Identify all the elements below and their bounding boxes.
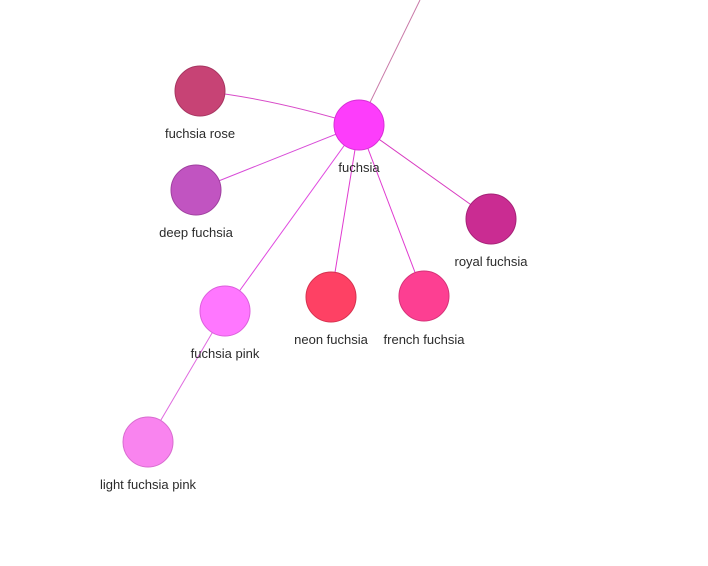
node-fuchsia-rose[interactable]: fuchsia rose	[165, 65, 235, 141]
nodes-layer: fuchsia fuchsia rose deep fuchsia royal fuc…	[100, 65, 529, 492]
edge-fuchsia-to-french-fuchsia	[358, 124, 425, 297]
node-circle-royal-fuchsia[interactable]	[465, 193, 517, 245]
edge-fuchsia-to-neon-fuchsia	[330, 124, 360, 298]
node-label-royal-fuchsia: royal fuchsia	[455, 254, 529, 269]
node-circle-deep-fuchsia[interactable]	[170, 164, 222, 216]
node-label-fuchsia: fuchsia	[338, 160, 380, 175]
node-circle-fuchsia[interactable]	[333, 99, 385, 151]
node-label-fuchsia-pink: fuchsia pink	[191, 346, 260, 361]
node-circle-fuchsia-pink[interactable]	[199, 285, 251, 337]
node-circle-light-fuchsia-pink[interactable]	[122, 416, 174, 468]
node-fuchsia-pink[interactable]: fuchsia pink	[191, 285, 260, 361]
node-fuchsia[interactable]: fuchsia	[333, 99, 385, 175]
node-circle-french-fuchsia[interactable]	[398, 270, 450, 322]
node-royal-fuchsia[interactable]: royal fuchsia	[455, 193, 529, 269]
edge-fuchsia-to-deep-fuchsia	[195, 124, 360, 191]
node-light-fuchsia-pink[interactable]: light fuchsia pink	[100, 416, 197, 492]
node-label-light-fuchsia-pink: light fuchsia pink	[100, 477, 197, 492]
node-circle-fuchsia-rose[interactable]	[174, 65, 226, 117]
edge-fuchsia-to-fuchsia-pink	[224, 124, 360, 312]
node-label-deep-fuchsia: deep fuchsia	[159, 225, 233, 240]
node-deep-fuchsia[interactable]: deep fuchsia	[159, 164, 234, 240]
node-label-neon-fuchsia: neon fuchsia	[294, 332, 368, 347]
node-circle-neon-fuchsia[interactable]	[305, 271, 357, 323]
node-label-fuchsia-rose: fuchsia rose	[165, 126, 235, 141]
edge-fuchsia-to-royal-fuchsia	[358, 124, 492, 220]
node-french-fuchsia[interactable]: french fuchsia	[384, 270, 466, 347]
node-neon-fuchsia[interactable]: neon fuchsia	[294, 271, 369, 347]
node-label-french-fuchsia: french fuchsia	[384, 332, 466, 347]
